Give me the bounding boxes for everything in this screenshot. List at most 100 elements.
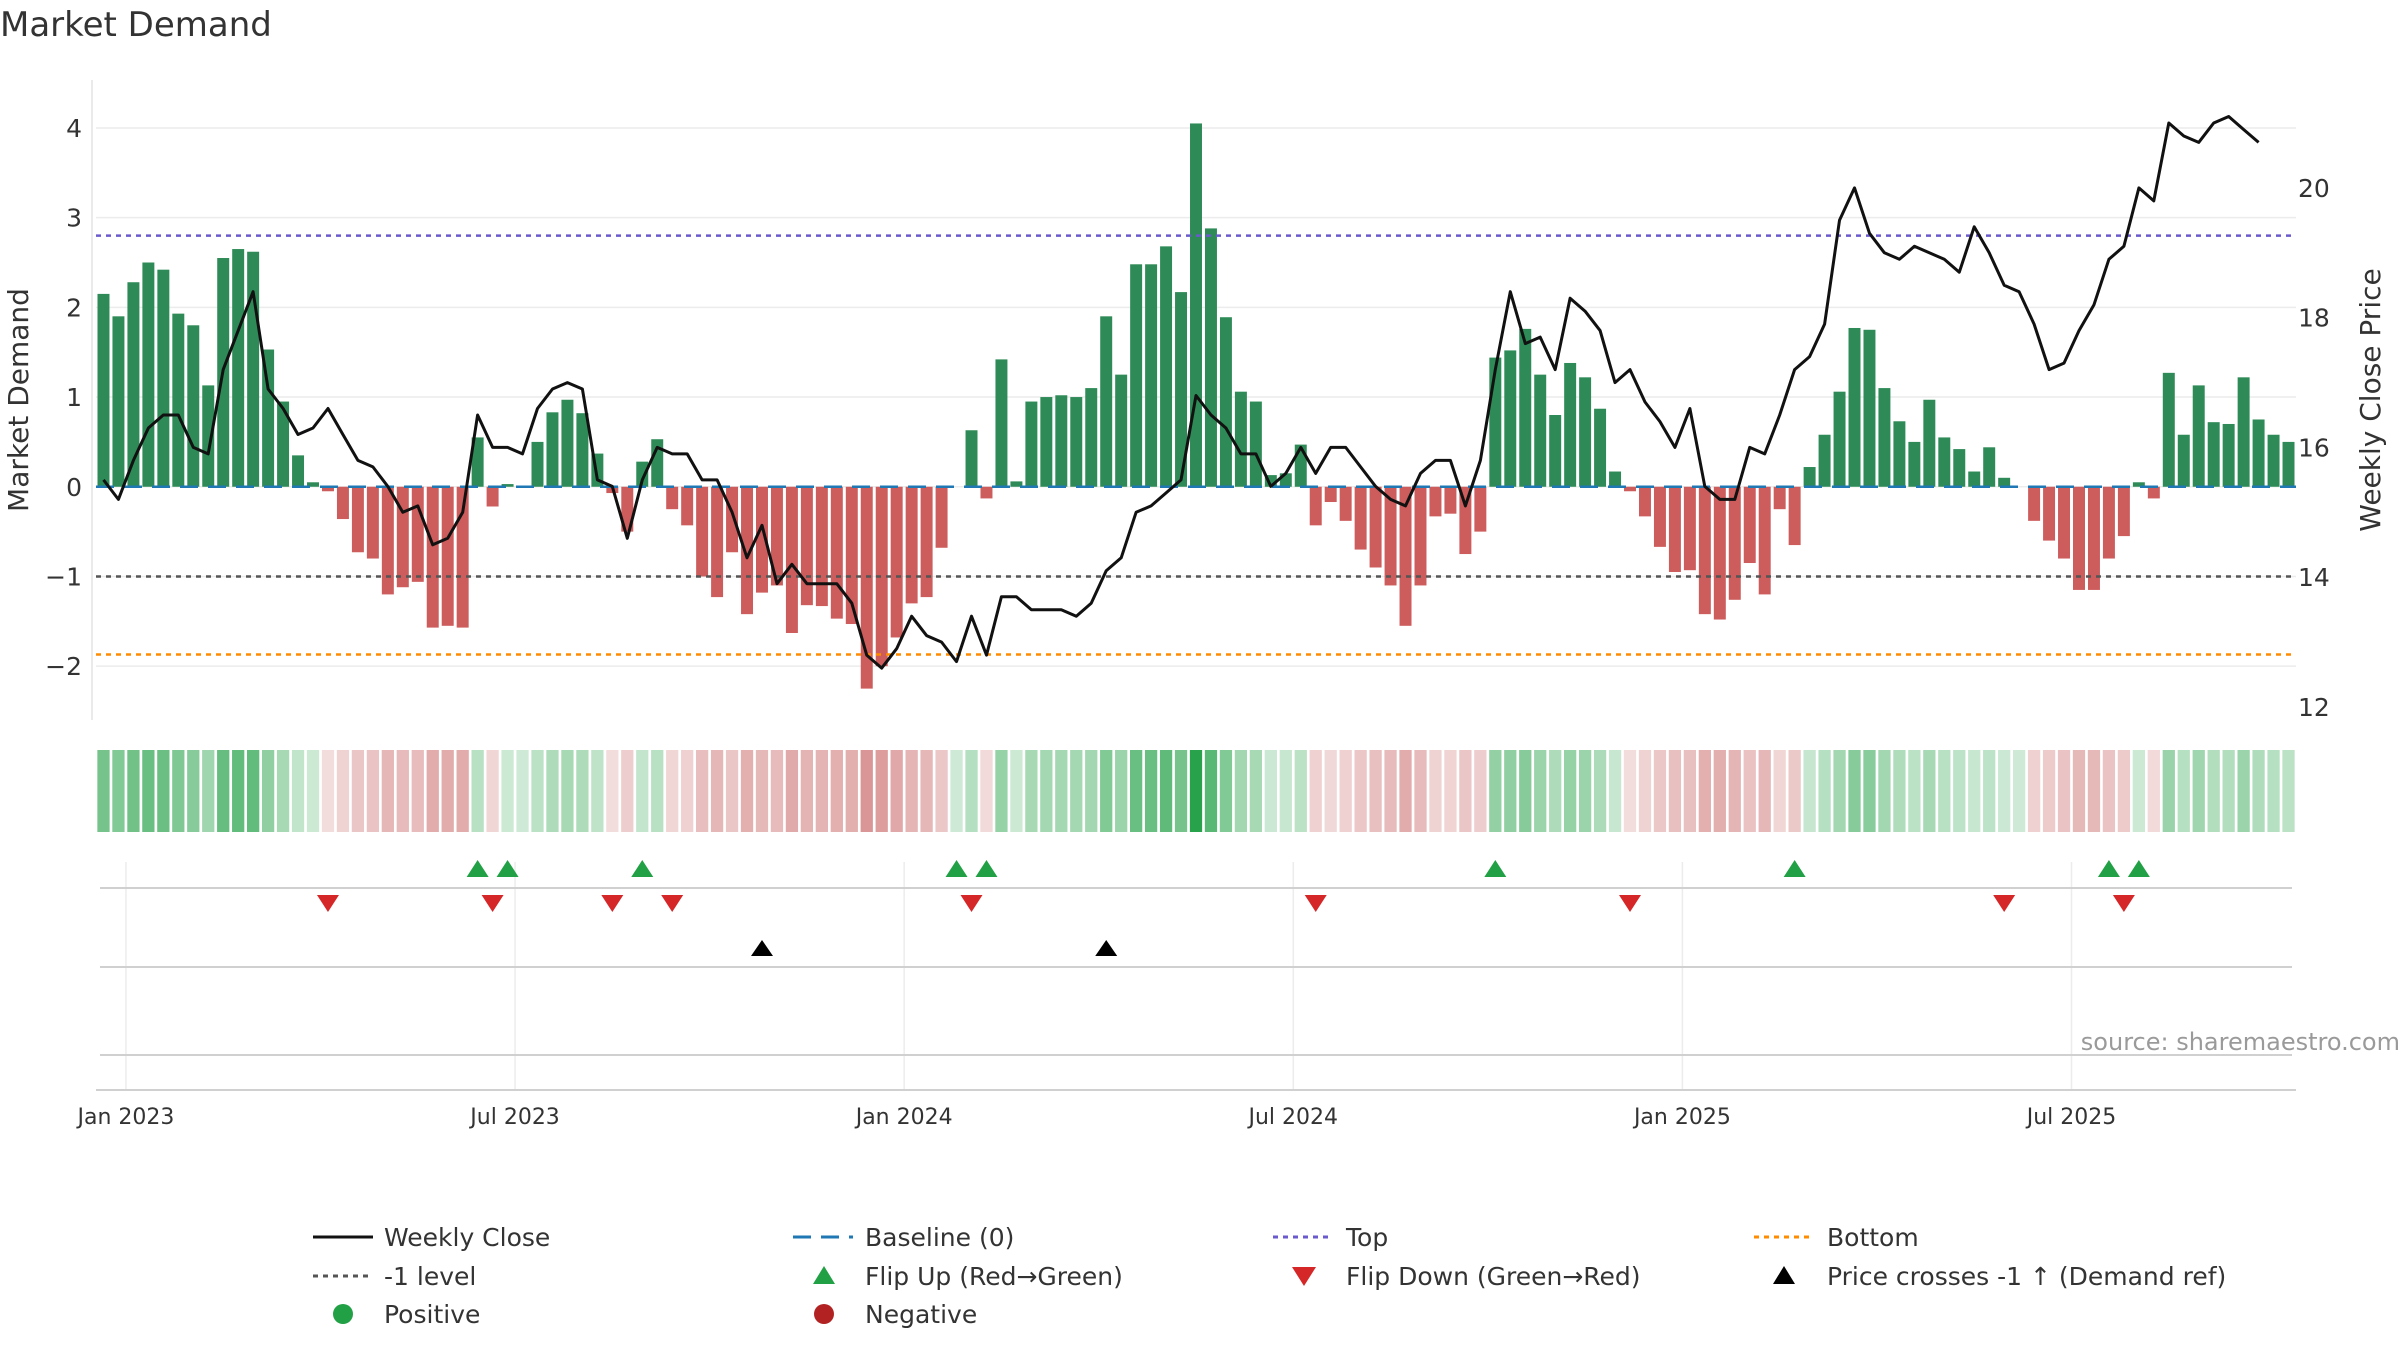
heat-cell xyxy=(2237,750,2250,832)
heat-cell xyxy=(187,750,200,832)
heat-cell xyxy=(860,750,873,832)
heat-cell xyxy=(1100,750,1113,832)
flip-up-marker xyxy=(2127,860,2150,877)
negative-bar xyxy=(920,486,933,598)
negative-bar xyxy=(1354,486,1367,550)
heat-cell xyxy=(2087,750,2101,832)
heat-cell xyxy=(1773,750,1786,832)
flip-down-marker xyxy=(960,895,983,912)
heat-cell xyxy=(666,750,679,832)
heat-cell xyxy=(1429,750,1442,832)
positive-bar xyxy=(2267,434,2280,487)
positive-bar xyxy=(172,313,185,487)
positive-bar xyxy=(157,269,170,487)
legend-cross: Price crosses -1 ↑ (Demand ref) xyxy=(1827,1262,2226,1291)
source-credit: source: sharemaestro.com xyxy=(2081,1028,2400,1056)
negative-bar xyxy=(2147,486,2160,499)
legend: Weekly Close Baseline (0) Top Bottom -1 … xyxy=(313,1223,2226,1329)
heat-cell xyxy=(755,750,769,832)
heat-cell xyxy=(1459,750,1472,832)
heat-cell xyxy=(845,750,858,832)
x-tick-label: Jul 2023 xyxy=(468,1105,560,1130)
heat-cell xyxy=(1504,750,1517,832)
negative-bar xyxy=(1638,486,1651,517)
heat-cell xyxy=(1204,750,1218,832)
heat-cell xyxy=(636,750,649,832)
x-tick-label: Jan 2023 xyxy=(75,1105,174,1130)
positive-bar xyxy=(307,482,319,487)
legend-flip-up-swatch xyxy=(813,1266,835,1284)
heat-cell xyxy=(1893,750,1906,832)
demand-bars xyxy=(97,123,2295,689)
positive-bar xyxy=(247,251,260,487)
heat-cell xyxy=(1818,750,1831,832)
positive-bar xyxy=(187,325,200,487)
left-tick-label: 2 xyxy=(66,293,82,322)
negative-bar xyxy=(1459,486,1472,555)
negative-bar xyxy=(830,486,843,619)
negative-bar xyxy=(336,486,349,520)
positive-bar xyxy=(591,453,604,487)
left-axis-label: Market Demand xyxy=(2,288,35,512)
heat-cell xyxy=(2012,750,2026,832)
positive-bar xyxy=(1070,397,1083,487)
positive-bar xyxy=(1234,391,1247,487)
heat-cell xyxy=(276,750,290,832)
positive-bar xyxy=(1519,328,1532,487)
flip-up-marker xyxy=(2097,860,2120,877)
negative-bar xyxy=(1758,486,1771,595)
negative-bar xyxy=(726,486,739,553)
heat-cell xyxy=(935,750,948,832)
legend-flip-up: Flip Up (Red→Green) xyxy=(865,1262,1123,1291)
heat-cell xyxy=(621,750,634,832)
heat-cell xyxy=(1923,750,1936,832)
heat-cell xyxy=(1474,750,1487,832)
heat-cell xyxy=(1234,750,1248,832)
heat-cell xyxy=(1953,750,1966,832)
flip-down-marker xyxy=(481,895,504,912)
flip-up-marker xyxy=(975,860,998,877)
heat-cell xyxy=(1324,750,1337,832)
heat-cell xyxy=(785,750,799,832)
positive-bar xyxy=(1863,329,1876,487)
right-tick-label: 16 xyxy=(2298,433,2330,462)
flip-down-marker xyxy=(1993,895,2016,912)
positive-bar xyxy=(1983,447,1996,487)
negative-bar xyxy=(1309,486,1322,526)
heat-cell xyxy=(1519,750,1532,832)
heat-cell xyxy=(740,750,754,832)
negative-bar xyxy=(1324,486,1337,503)
positive-bar xyxy=(636,461,649,487)
demand-heat-strip xyxy=(97,750,2295,832)
heat-cell xyxy=(2252,750,2265,832)
positive-bar xyxy=(1594,408,1607,487)
heat-cell xyxy=(456,750,469,832)
flip-down-marker xyxy=(1304,895,1327,912)
heat-cell xyxy=(1174,750,1188,832)
heat-cell xyxy=(441,750,454,832)
positive-bar xyxy=(2177,434,2190,487)
flip-up-marker xyxy=(945,860,968,877)
heat-cell xyxy=(471,750,484,832)
negative-bar xyxy=(1683,486,1696,571)
heat-cell xyxy=(1070,750,1083,832)
heat-cell xyxy=(247,750,260,832)
negative-bar xyxy=(1728,486,1741,600)
right-tick-label: 18 xyxy=(2298,304,2330,333)
heat-cell xyxy=(1549,750,1562,832)
heat-cell xyxy=(1369,750,1382,832)
positive-bar xyxy=(232,249,245,487)
positive-bar xyxy=(2252,419,2265,487)
heat-cell xyxy=(1339,750,1352,832)
positive-bar xyxy=(1564,362,1577,487)
negative-bar xyxy=(411,486,424,582)
positive-bar xyxy=(1938,437,1951,487)
heat-cell xyxy=(2102,750,2116,832)
negative-bar xyxy=(890,486,903,638)
heat-cell xyxy=(1249,750,1262,832)
heat-cell xyxy=(920,750,933,832)
heat-cell xyxy=(1055,750,1068,832)
negative-bar xyxy=(396,486,409,588)
positive-bar xyxy=(2192,385,2205,487)
